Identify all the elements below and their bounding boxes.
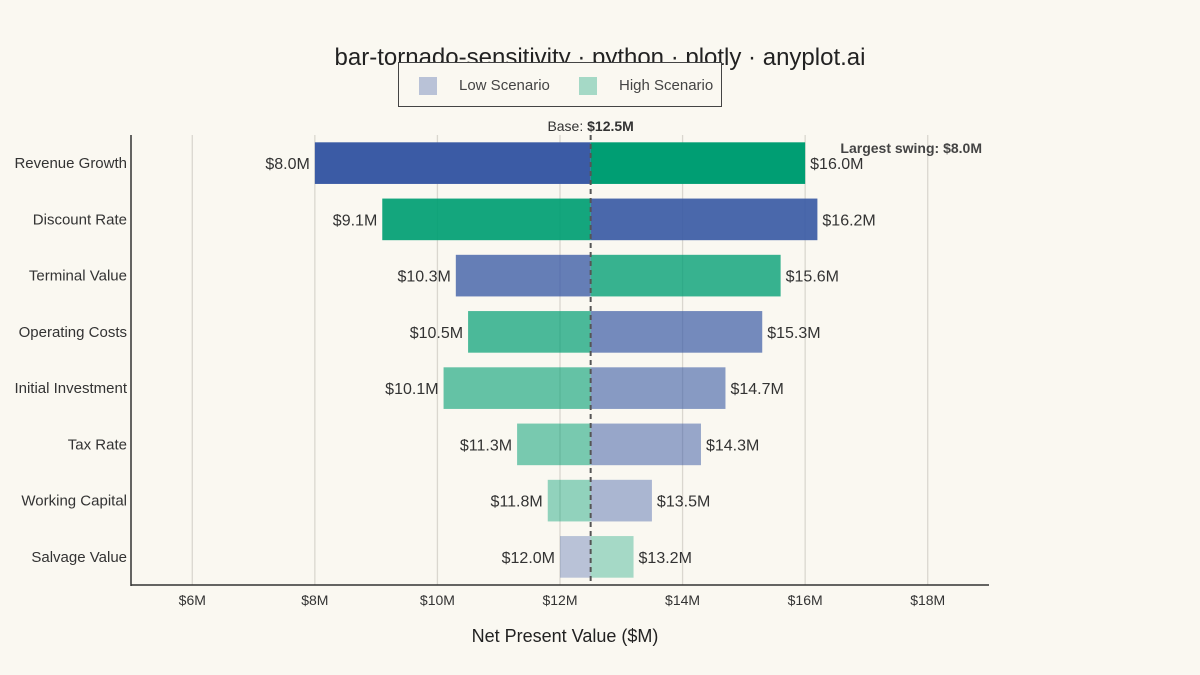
data-label-high: $10.5M bbox=[410, 325, 463, 342]
data-label-low: $13.5M bbox=[657, 494, 710, 511]
x-tick-label: $18M bbox=[910, 592, 945, 608]
legend-label-high: High Scenario bbox=[619, 77, 714, 94]
bar-low bbox=[560, 536, 591, 578]
category-label: Revenue Growth bbox=[14, 155, 127, 172]
data-label-high: $13.2M bbox=[639, 550, 692, 567]
legend-item-high[interactable]: High Scenario bbox=[579, 77, 713, 95]
largest-swing-annotation: Largest swing: $8.0M bbox=[840, 140, 982, 156]
category-label: Initial Investment bbox=[14, 380, 127, 397]
bar-low bbox=[590, 479, 652, 522]
bar-high bbox=[443, 367, 591, 409]
category-label: Salvage Value bbox=[31, 549, 127, 566]
data-label-high: $10.1M bbox=[385, 381, 438, 398]
data-label-low: $12.0M bbox=[502, 550, 555, 567]
category-label: Tax Rate bbox=[68, 436, 127, 453]
bar-high bbox=[468, 311, 591, 353]
bar-low bbox=[590, 311, 763, 353]
data-label-high: $16.0M bbox=[810, 156, 863, 173]
x-tick-label: $16M bbox=[788, 592, 823, 608]
data-label-low: $10.3M bbox=[397, 269, 450, 286]
bar-high bbox=[517, 423, 591, 466]
data-label-high: $11.8M bbox=[491, 494, 543, 511]
category-label: Working Capital bbox=[21, 493, 127, 510]
bar-low bbox=[314, 142, 591, 184]
legend-label-low: Low Scenario bbox=[459, 77, 550, 94]
bar-high bbox=[590, 536, 634, 578]
bar-low bbox=[455, 254, 591, 297]
category-label: Discount Rate bbox=[33, 211, 127, 228]
category-label: Operating Costs bbox=[19, 324, 127, 341]
bar-low bbox=[590, 423, 701, 466]
x-tick-label: $8M bbox=[301, 592, 328, 608]
data-label-high: $9.1M bbox=[333, 212, 377, 229]
bar-low bbox=[590, 367, 726, 409]
legend-swatch-high bbox=[579, 77, 597, 95]
x-tick-label: $6M bbox=[179, 592, 206, 608]
x-tick-label: $12M bbox=[542, 592, 577, 608]
bar-low bbox=[590, 198, 818, 241]
x-tick-label: $14M bbox=[665, 592, 700, 608]
data-label-low: $16.2M bbox=[822, 212, 875, 229]
category-label: Terminal Value bbox=[29, 268, 127, 285]
x-tick-label: $10M bbox=[420, 592, 455, 608]
bar-high bbox=[590, 142, 806, 184]
data-label-low: $14.7M bbox=[730, 381, 783, 398]
legend-item-low[interactable]: Low Scenario bbox=[419, 77, 550, 95]
data-label-low: $8.0M bbox=[265, 156, 309, 173]
bar-high bbox=[382, 198, 591, 241]
bar-high bbox=[547, 479, 591, 522]
legend: Low Scenario High Scenario bbox=[398, 62, 722, 107]
data-label-high: $11.3M bbox=[460, 437, 512, 454]
legend-swatch-low bbox=[419, 77, 437, 95]
data-label-high: $15.6M bbox=[786, 269, 839, 286]
base-annotation: Base: $12.5M bbox=[547, 118, 633, 134]
data-label-low: $15.3M bbox=[767, 325, 820, 342]
x-axis-title: Net Present Value ($M) bbox=[472, 626, 659, 646]
bar-high bbox=[590, 254, 781, 297]
data-label-low: $14.3M bbox=[706, 437, 759, 454]
